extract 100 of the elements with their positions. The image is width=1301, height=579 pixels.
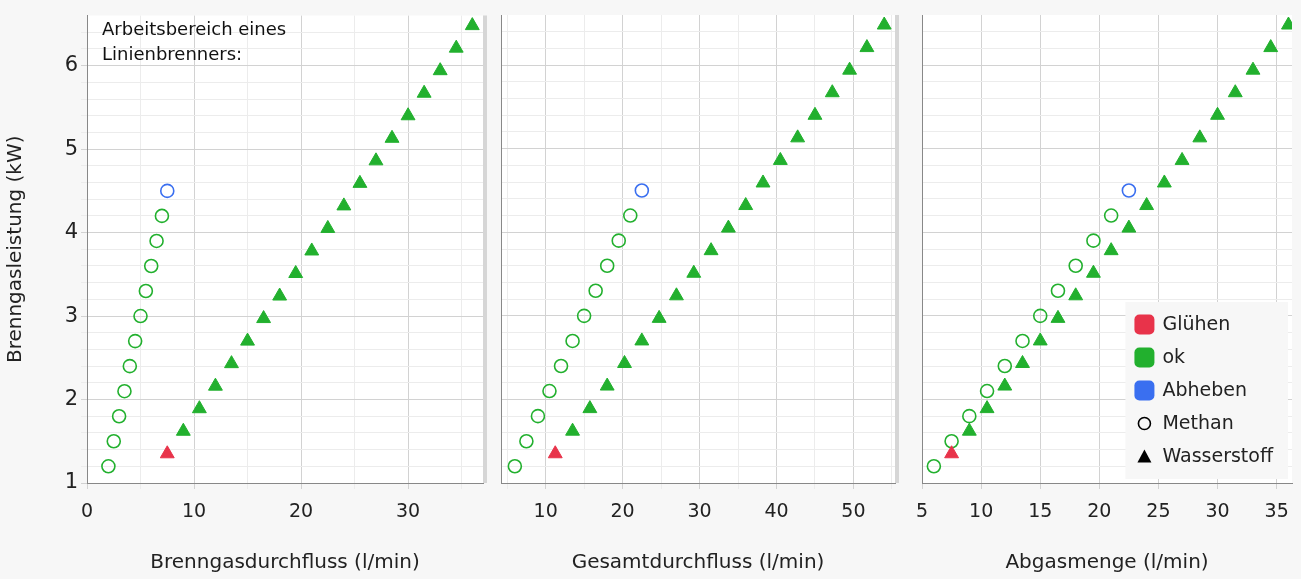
- y-tick-label: 5: [64, 135, 78, 160]
- point: [859, 39, 875, 53]
- point: [122, 358, 138, 374]
- y-tick-label: 4: [64, 219, 78, 244]
- x-tick-label: 50: [841, 499, 866, 522]
- x-tick-label: 30: [1205, 499, 1230, 522]
- point: [790, 129, 806, 143]
- x-tick-label: 10: [533, 499, 558, 522]
- point: [159, 183, 175, 199]
- point: [175, 422, 191, 436]
- point: [738, 197, 754, 211]
- point: [384, 129, 400, 143]
- point: [772, 151, 788, 165]
- point: [1086, 233, 1101, 248]
- point: [143, 258, 159, 274]
- point: [240, 332, 255, 346]
- point: [191, 400, 207, 414]
- y-tick-label: 1: [64, 469, 78, 494]
- point: [755, 174, 771, 188]
- point: [448, 39, 464, 53]
- point: [611, 233, 627, 248]
- point: [1032, 332, 1048, 346]
- point: [224, 355, 239, 369]
- point: [576, 308, 592, 324]
- point: [824, 84, 840, 98]
- point: [154, 208, 170, 224]
- point: [599, 258, 615, 274]
- x-tick-label: 30: [687, 499, 712, 522]
- legend-label: Methan: [1162, 411, 1234, 434]
- point: [944, 445, 960, 459]
- x-tick-label: 30: [395, 499, 421, 522]
- point: [582, 400, 598, 414]
- point: [352, 174, 368, 188]
- point: [599, 377, 615, 391]
- point: [1121, 219, 1137, 233]
- x-tick-label: 15: [1028, 499, 1053, 522]
- point: [979, 383, 995, 399]
- point: [961, 422, 977, 436]
- text: Arbeitsbereich eines Linienbrenners:: [102, 18, 287, 65]
- point: [962, 408, 977, 424]
- point: [720, 219, 736, 233]
- point: [686, 264, 702, 278]
- point: [256, 310, 272, 324]
- point: [842, 61, 858, 75]
- point: [565, 422, 580, 436]
- point: [272, 287, 288, 301]
- point: [138, 283, 154, 299]
- point: [926, 458, 942, 474]
- x-axis-title: Brenngasdurchfluss (l/min): [150, 549, 420, 574]
- point: [1121, 183, 1137, 198]
- point: [1050, 309, 1066, 323]
- point: [703, 242, 719, 256]
- point: [1210, 106, 1225, 120]
- y-tick-label: 3: [64, 302, 78, 327]
- point: [997, 377, 1013, 391]
- point: [617, 354, 632, 368]
- x-tick-label: 10: [181, 499, 207, 522]
- point: [1103, 208, 1119, 223]
- point: [149, 233, 164, 249]
- x-axis-title: Abgasmenge (l/min): [1005, 549, 1209, 574]
- x-tick-label: 35: [1264, 499, 1289, 522]
- point: [400, 107, 416, 121]
- point: [1068, 258, 1083, 274]
- point: [669, 287, 684, 301]
- x-tick-label: 0: [80, 499, 94, 522]
- point: [1032, 308, 1048, 324]
- x-axis-title: Gesamtdurchfluss (l/min): [571, 549, 825, 574]
- point: [565, 333, 580, 349]
- point: [979, 400, 995, 414]
- point: [320, 219, 336, 233]
- legend-label: Abheben: [1162, 378, 1248, 401]
- point: [133, 308, 148, 324]
- point: [651, 309, 667, 323]
- legend-label: Glühen: [1162, 312, 1231, 335]
- point: [432, 62, 448, 76]
- point: [304, 242, 320, 256]
- point: [336, 197, 352, 211]
- x-tick-label: 10: [969, 499, 994, 522]
- point: [944, 433, 959, 449]
- point: [634, 183, 650, 198]
- point: [519, 433, 534, 449]
- legend-label: Wasserstoff: [1162, 444, 1274, 467]
- point: [553, 358, 569, 374]
- point: [1139, 197, 1155, 211]
- point: [159, 445, 175, 459]
- point: [634, 332, 650, 346]
- point: [368, 152, 384, 166]
- point: [106, 433, 122, 449]
- legend-label: ok: [1162, 345, 1186, 368]
- point: [1192, 129, 1208, 143]
- point: [1174, 151, 1190, 165]
- point: [111, 408, 127, 424]
- point: [1245, 61, 1261, 75]
- point: [1015, 354, 1030, 368]
- point: [1015, 333, 1030, 349]
- point: [1263, 39, 1279, 53]
- x-tick-label: 5: [916, 499, 929, 522]
- point: [807, 106, 823, 120]
- point: [876, 16, 892, 30]
- point: [1050, 283, 1066, 299]
